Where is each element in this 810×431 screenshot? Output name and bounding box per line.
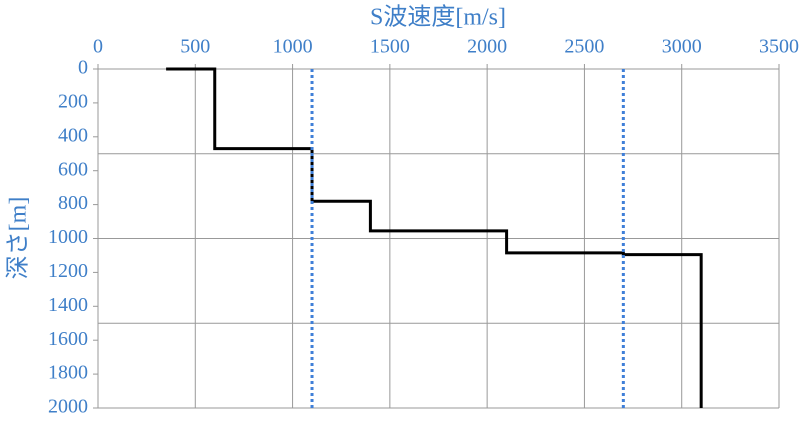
y-tick-label: 600 (58, 158, 88, 180)
y-tick-label: 2000 (48, 396, 88, 418)
x-axis-title: S波速度[m/s] (370, 4, 506, 31)
x-tick-label: 2000 (467, 36, 507, 58)
y-tick-label: 400 (58, 124, 88, 146)
y-tick-label: 1200 (48, 260, 88, 282)
x-tick-label: 3500 (759, 36, 799, 58)
y-tick-label: 1600 (48, 328, 88, 350)
x-tick-label: 1000 (273, 36, 313, 58)
series-line (166, 67, 703, 408)
x-tick-label: 2500 (564, 36, 604, 58)
y-tick-label: 1000 (48, 226, 88, 248)
y-axis-title: 深さ[m] (5, 197, 32, 280)
x-tick-label: 1500 (370, 36, 410, 58)
y-tick-label: 1800 (48, 362, 88, 384)
y-tick-label: 1400 (48, 294, 88, 316)
x-tick-label: 0 (93, 36, 103, 58)
y-tick-label: 800 (58, 192, 88, 214)
y-tick-label: 200 (58, 90, 88, 112)
y-tick-label: 0 (78, 57, 88, 79)
x-tick-label: 3000 (662, 36, 702, 58)
x-tick-label: 500 (180, 36, 210, 58)
